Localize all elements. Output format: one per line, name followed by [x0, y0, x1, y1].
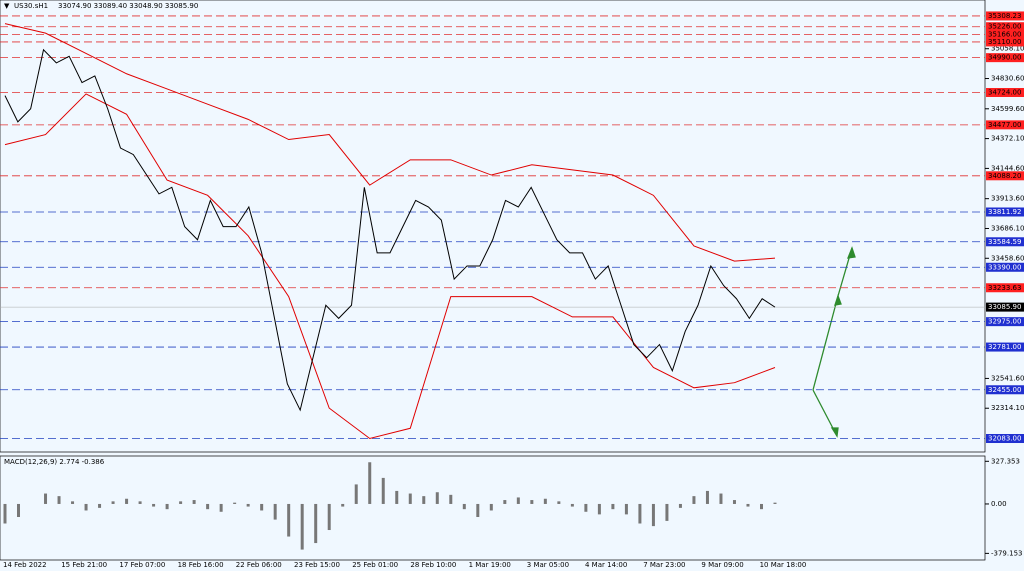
level-tag — [986, 171, 1024, 181]
ohlc: 33074.90 33089.40 33048.90 33085.90 — [58, 2, 198, 10]
level-label: 32781.00 — [988, 343, 1021, 351]
level-tag — [986, 120, 1024, 130]
time-label: 23 Feb 15:00 — [294, 561, 340, 569]
level-label: 32975.00 — [988, 318, 1021, 326]
level-tag — [986, 434, 1024, 444]
level-label: 33811.92 — [988, 208, 1021, 216]
level-label: 33233.63 — [988, 284, 1021, 292]
macd-label: MACD(12,26,9) 2.774 -0.386 — [4, 458, 105, 466]
time-label: 22 Feb 06:00 — [236, 561, 282, 569]
level-tag — [986, 237, 1024, 247]
level-label: 34477.00 — [988, 121, 1021, 129]
price-tick-label: 34830.60 — [991, 75, 1024, 83]
current-price-label: 33085.90 — [988, 303, 1021, 311]
price-tick-label: 34599.60 — [991, 105, 1024, 113]
time-label: 15 Feb 21:00 — [61, 561, 107, 569]
level-label: 33390.00 — [988, 263, 1021, 271]
time-label: 14 Feb 2022 — [3, 561, 47, 569]
current-price-tag — [986, 302, 1024, 312]
price-line — [4, 48, 776, 412]
level-label: 34088.20 — [988, 172, 1021, 180]
price-tick-label: 33458.60 — [991, 254, 1024, 262]
level-label: 34724.00 — [988, 88, 1021, 96]
level-tag — [986, 11, 1024, 21]
time-label: 3 Mar 05:00 — [527, 561, 569, 569]
time-label: 25 Feb 01:00 — [352, 561, 398, 569]
time-label: 17 Feb 07:00 — [119, 561, 165, 569]
time-label: 10 Mar 18:00 — [760, 561, 807, 569]
time-label: 28 Feb 10:00 — [410, 561, 456, 569]
price-tick-label: 33686.10 — [991, 224, 1024, 232]
price-tick-label: 33913.60 — [991, 195, 1024, 203]
level-label: 35308.23 — [988, 12, 1021, 20]
macd-tick-label: -379.153 — [991, 549, 1022, 557]
level-tag — [986, 87, 1024, 97]
bollinger-lower — [4, 93, 776, 440]
price-tick-label: 34144.60 — [991, 164, 1024, 172]
level-label: 33584.59 — [988, 238, 1021, 246]
time-label: 1 Mar 19:00 — [469, 561, 511, 569]
level-label: 32455.00 — [988, 386, 1021, 394]
collapse-icon[interactable]: ▼ — [4, 2, 10, 10]
forecast-arrows — [812, 246, 856, 438]
symbol: US30.sH1 — [14, 2, 48, 10]
macd-tick-label: 327.353 — [991, 457, 1020, 465]
macd-tick-label: 0.00 — [991, 500, 1007, 508]
main-panel — [0, 0, 986, 453]
price-tick-label: 35058.10 — [991, 45, 1024, 53]
level-tag — [986, 22, 1024, 32]
level-tag — [986, 283, 1024, 293]
level-tag — [986, 30, 1024, 40]
level-tag — [986, 342, 1024, 352]
price-tick-label: 32541.60 — [991, 374, 1024, 382]
time-label: 9 Mar 09:00 — [701, 561, 743, 569]
time-label: 18 Feb 16:00 — [178, 561, 224, 569]
bollinger-upper — [4, 23, 776, 262]
level-label: 34990.00 — [988, 54, 1021, 62]
level-tag — [986, 317, 1024, 327]
level-label: 32083.00 — [988, 435, 1021, 443]
level-tag — [986, 37, 1024, 47]
time-label: 4 Mar 14:00 — [585, 561, 627, 569]
level-label: 35166.00 — [988, 31, 1021, 39]
level-tag — [986, 385, 1024, 395]
level-tag — [986, 53, 1024, 63]
level-label: 35226.00 — [988, 23, 1021, 31]
time-label: 7 Mar 23:00 — [643, 561, 685, 569]
price-tick-label: 32314.10 — [991, 404, 1024, 412]
level-tag — [986, 262, 1024, 272]
level-tag — [986, 207, 1024, 217]
level-label: 35110.00 — [988, 38, 1021, 46]
price-tick-label: 34372.10 — [991, 135, 1024, 143]
